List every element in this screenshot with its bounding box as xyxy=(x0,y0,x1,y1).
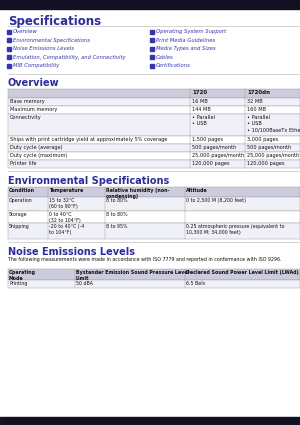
Text: Emulation, Compatibility, and Connectivity: Emulation, Compatibility, and Connectivi… xyxy=(13,54,126,60)
Text: Base memory: Base memory xyxy=(10,99,45,104)
Text: 1720dn: 1720dn xyxy=(247,90,270,95)
Bar xyxy=(0,0,300,9)
Text: 3,000 pages: 3,000 pages xyxy=(247,137,278,142)
Bar xyxy=(8,196,300,210)
Text: 32 MB: 32 MB xyxy=(247,99,263,104)
Text: Environmental Specifications: Environmental Specifications xyxy=(13,37,90,42)
Text: Relative humidity (non-
condensing): Relative humidity (non- condensing) xyxy=(106,188,169,198)
Bar xyxy=(8,223,300,238)
Text: 50 dBA: 50 dBA xyxy=(76,281,93,286)
Text: 500 pages/month: 500 pages/month xyxy=(192,145,236,150)
Text: 6.5 Bels: 6.5 Bels xyxy=(186,281,205,286)
Bar xyxy=(8,269,300,280)
Text: Operating
Mode: Operating Mode xyxy=(9,270,36,281)
Text: • Parallel
• USB
• 10/100BaseTx Ethernet: • Parallel • USB • 10/100BaseTx Ethernet xyxy=(247,115,300,133)
Text: 8 to 95%: 8 to 95% xyxy=(106,224,128,229)
Bar xyxy=(8,113,300,136)
Bar xyxy=(8,159,300,167)
Text: Altitude: Altitude xyxy=(186,188,208,193)
Text: • Parallel
• USB: • Parallel • USB xyxy=(192,115,215,126)
Text: 144 MB: 144 MB xyxy=(192,107,211,112)
Text: Bystander Emission Sound Pressure Level
Limit: Bystander Emission Sound Pressure Level … xyxy=(76,270,189,281)
Text: Certifications: Certifications xyxy=(156,63,191,68)
Bar xyxy=(8,144,300,151)
Text: Connectivity: Connectivity xyxy=(10,115,42,120)
Text: Operating System Support: Operating System Support xyxy=(156,29,226,34)
Text: Specifications: Specifications xyxy=(8,15,101,28)
Text: 16 MB: 16 MB xyxy=(192,99,208,104)
Text: Noise Emissions Levels: Noise Emissions Levels xyxy=(13,46,74,51)
Text: Print Media Guidelines: Print Media Guidelines xyxy=(156,37,215,42)
Text: Ships with print cartridge yield at approximately 5% coverage: Ships with print cartridge yield at appr… xyxy=(10,137,167,142)
Bar xyxy=(8,187,300,196)
Text: Condition: Condition xyxy=(9,188,35,193)
Text: 0 to 40°C
(32 to 104°F): 0 to 40°C (32 to 104°F) xyxy=(49,212,81,223)
Text: Media Types and Sizes: Media Types and Sizes xyxy=(156,46,216,51)
Bar xyxy=(8,105,300,113)
Text: 15 to 32°C
(60 to 90°F): 15 to 32°C (60 to 90°F) xyxy=(49,198,78,209)
Text: Operation: Operation xyxy=(9,198,33,203)
Text: 120,000 pages: 120,000 pages xyxy=(192,161,230,166)
Text: 120,000 pages: 120,000 pages xyxy=(247,161,284,166)
Text: 25,000 pages/month: 25,000 pages/month xyxy=(247,153,299,158)
Text: -20 to 40°C (-4
to 104°F): -20 to 40°C (-4 to 104°F) xyxy=(49,224,84,235)
Bar xyxy=(8,88,300,97)
Text: Temperature: Temperature xyxy=(49,188,83,193)
Bar xyxy=(8,280,300,287)
Text: Printing: Printing xyxy=(9,281,27,286)
Bar xyxy=(8,210,300,223)
Text: 0.25 atmospheric pressure (equivalent to
10,300 M; 34,000 feet): 0.25 atmospheric pressure (equivalent to… xyxy=(186,224,284,235)
Text: Printer life: Printer life xyxy=(10,161,37,166)
Bar xyxy=(8,151,300,159)
Text: 1720: 1720 xyxy=(192,90,207,95)
Text: MIB Compatibility: MIB Compatibility xyxy=(13,63,59,68)
Text: 25,000 pages/month: 25,000 pages/month xyxy=(192,153,244,158)
Text: The following measurements were made in accordance with ISO 7779 and reported in: The following measurements were made in … xyxy=(8,258,281,263)
Bar xyxy=(8,97,300,105)
Text: Environmental Specifications: Environmental Specifications xyxy=(8,176,169,185)
Text: Storage: Storage xyxy=(9,212,28,217)
Text: Shipping: Shipping xyxy=(9,224,30,229)
Text: Duty cycle (average): Duty cycle (average) xyxy=(10,145,62,150)
Bar xyxy=(0,417,300,425)
Text: 500 pages/month: 500 pages/month xyxy=(247,145,291,150)
Text: Duty cycle (maximum): Duty cycle (maximum) xyxy=(10,153,67,158)
Text: 160 MB: 160 MB xyxy=(247,107,266,112)
Text: 0 to 2,500 M (8,200 feet): 0 to 2,500 M (8,200 feet) xyxy=(186,198,246,203)
Text: 8 to 80%: 8 to 80% xyxy=(106,198,128,203)
Bar xyxy=(8,136,300,144)
Text: Overview: Overview xyxy=(13,29,38,34)
Text: Cables: Cables xyxy=(156,54,174,60)
Text: Overview: Overview xyxy=(8,77,60,88)
Text: Noise Emissions Levels: Noise Emissions Levels xyxy=(8,246,135,257)
Text: 1,500 pages: 1,500 pages xyxy=(192,137,223,142)
Text: Maximum memory: Maximum memory xyxy=(10,107,57,112)
Text: 8 to 80%: 8 to 80% xyxy=(106,212,128,217)
Text: Declared Sound Power Level Limit (LWAd): Declared Sound Power Level Limit (LWAd) xyxy=(186,270,299,275)
